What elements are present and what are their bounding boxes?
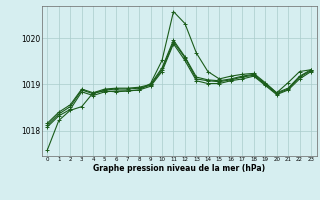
X-axis label: Graphe pression niveau de la mer (hPa): Graphe pression niveau de la mer (hPa) xyxy=(93,164,265,173)
